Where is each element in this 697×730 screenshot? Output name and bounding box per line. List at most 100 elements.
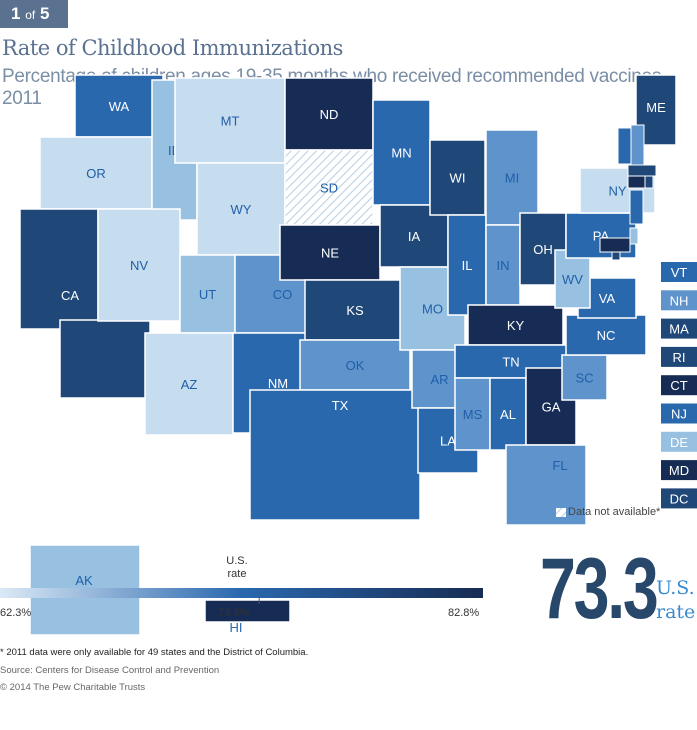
state-label-hi: HI (230, 620, 243, 635)
state-label-wv: WV (562, 272, 583, 287)
small-state-key-md[interactable] (661, 460, 697, 481)
source: Source: Centers for Disease Control and … (0, 665, 220, 676)
small-state-key-ri[interactable] (661, 346, 697, 367)
state-label-ar: AR (430, 372, 448, 387)
state-label-sc: SC (575, 371, 593, 386)
state-me[interactable] (635, 74, 677, 146)
state-label-il: IL (462, 258, 473, 273)
state-label-tn: TN (502, 355, 519, 370)
state-label-ut: UT (199, 287, 216, 302)
state-label-nd: ND (320, 107, 339, 122)
state-label-ms: MS (463, 407, 483, 422)
state-label-in: IN (497, 258, 510, 273)
state-label-mi: MI (505, 171, 519, 186)
state-wv[interactable] (554, 249, 591, 309)
state-label-me: ME (646, 100, 666, 115)
na-legend-label: Data not available* (568, 506, 661, 518)
state-label-al: AL (500, 407, 516, 422)
state-sc[interactable] (561, 354, 608, 401)
state-mn[interactable] (372, 99, 431, 206)
state-nh[interactable] (630, 124, 645, 166)
state-ct[interactable] (627, 175, 646, 189)
state-label-mn: MN (391, 146, 411, 161)
state-hi[interactable] (204, 599, 291, 623)
small-state-key-ma[interactable] (661, 318, 697, 339)
state-az[interactable] (144, 332, 234, 436)
state-label-fl: FL (552, 458, 567, 473)
small-state-key-nh[interactable] (661, 290, 697, 311)
page-indicator: 1 of 5 (0, 0, 68, 28)
small-state-key-nj[interactable] (661, 403, 697, 424)
page-current: 1 (11, 4, 21, 23)
copyright: © 2014 The Pew Charitable Trusts (0, 682, 146, 693)
state-label-ny: NY (608, 184, 626, 199)
small-state-key-ct[interactable] (661, 375, 697, 396)
legend-mid-label: 73.3% (218, 607, 250, 619)
state-label-ak: AK (75, 573, 93, 588)
us-rate-value: 73.3 (540, 541, 659, 637)
map-title: Rate of Childhood Immunizations (2, 36, 343, 60)
state-label-nc: NC (597, 328, 616, 343)
state-label-ky: KY (507, 318, 525, 333)
state-label-mo: MO (422, 302, 443, 317)
footnote: * 2011 data were only available for 49 s… (0, 647, 309, 658)
legend-us-label: U.S. rate (226, 555, 248, 580)
state-label-nm: NM (268, 376, 288, 391)
small-state-key-label: DE (670, 435, 688, 450)
state-mt[interactable] (174, 77, 286, 164)
state-wy[interactable] (196, 162, 286, 256)
small-state-key-dc[interactable] (661, 488, 697, 509)
state-fl[interactable] (505, 444, 587, 526)
us-rate-label: U.S. rate (656, 577, 696, 623)
state-vt[interactable] (617, 127, 632, 165)
legend-max-label: 82.8% (448, 607, 480, 619)
state-label-ne: NE (321, 246, 339, 261)
state-label-ca: CA (61, 288, 79, 303)
state-label-az: AZ (181, 377, 198, 392)
state-label-ok: OK (346, 358, 365, 373)
page-of: of (25, 8, 36, 22)
state-or[interactable] (39, 136, 153, 210)
state-label-la: LA (440, 434, 456, 449)
small-state-key-de[interactable] (661, 431, 697, 452)
state-nv[interactable] (97, 208, 181, 322)
small-state-key-label: DC (670, 491, 689, 506)
state-label-wy: WY (231, 202, 252, 217)
state-nc[interactable] (565, 314, 647, 356)
state-il[interactable] (447, 214, 487, 316)
small-state-key-label: VT (671, 265, 688, 280)
small-state-key-label: MD (669, 463, 689, 478)
state-label-tx: TX (332, 398, 349, 413)
legend-min-label: 62.3% (0, 607, 32, 619)
small-state-key-vt[interactable] (661, 262, 697, 282)
state-ky[interactable] (467, 304, 564, 346)
state-wi[interactable] (429, 139, 486, 216)
state-nj[interactable] (629, 189, 644, 225)
state-sd[interactable] (284, 149, 374, 226)
small-state-key-label: CT (670, 378, 687, 393)
state-label-nv: NV (130, 258, 148, 273)
state-label-wi: WI (450, 171, 466, 186)
state-de[interactable] (629, 227, 639, 245)
state-ca[interactable] (59, 319, 151, 399)
legend-gradient-bar (0, 588, 483, 598)
state-dc[interactable] (611, 251, 621, 261)
state-label-co: CO (273, 287, 293, 302)
small-state-key-label: NJ (671, 407, 687, 422)
state-ne[interactable] (279, 224, 381, 281)
page-total: 5 (39, 4, 50, 23)
state-label-oh: OH (533, 242, 553, 257)
state-ri[interactable] (644, 175, 654, 189)
state-md[interactable] (599, 237, 631, 253)
state-ma[interactable] (627, 164, 657, 177)
state-tx[interactable] (249, 389, 421, 521)
small-state-key-label: MA (669, 322, 689, 337)
state-ca[interactable] (19, 208, 99, 330)
small-state-key-label: NH (670, 293, 689, 308)
state-label-wa: WA (109, 99, 130, 114)
small-state-key-label: RI (673, 350, 686, 365)
state-label-ga: GA (542, 400, 561, 415)
state-label-va: VA (599, 291, 616, 306)
